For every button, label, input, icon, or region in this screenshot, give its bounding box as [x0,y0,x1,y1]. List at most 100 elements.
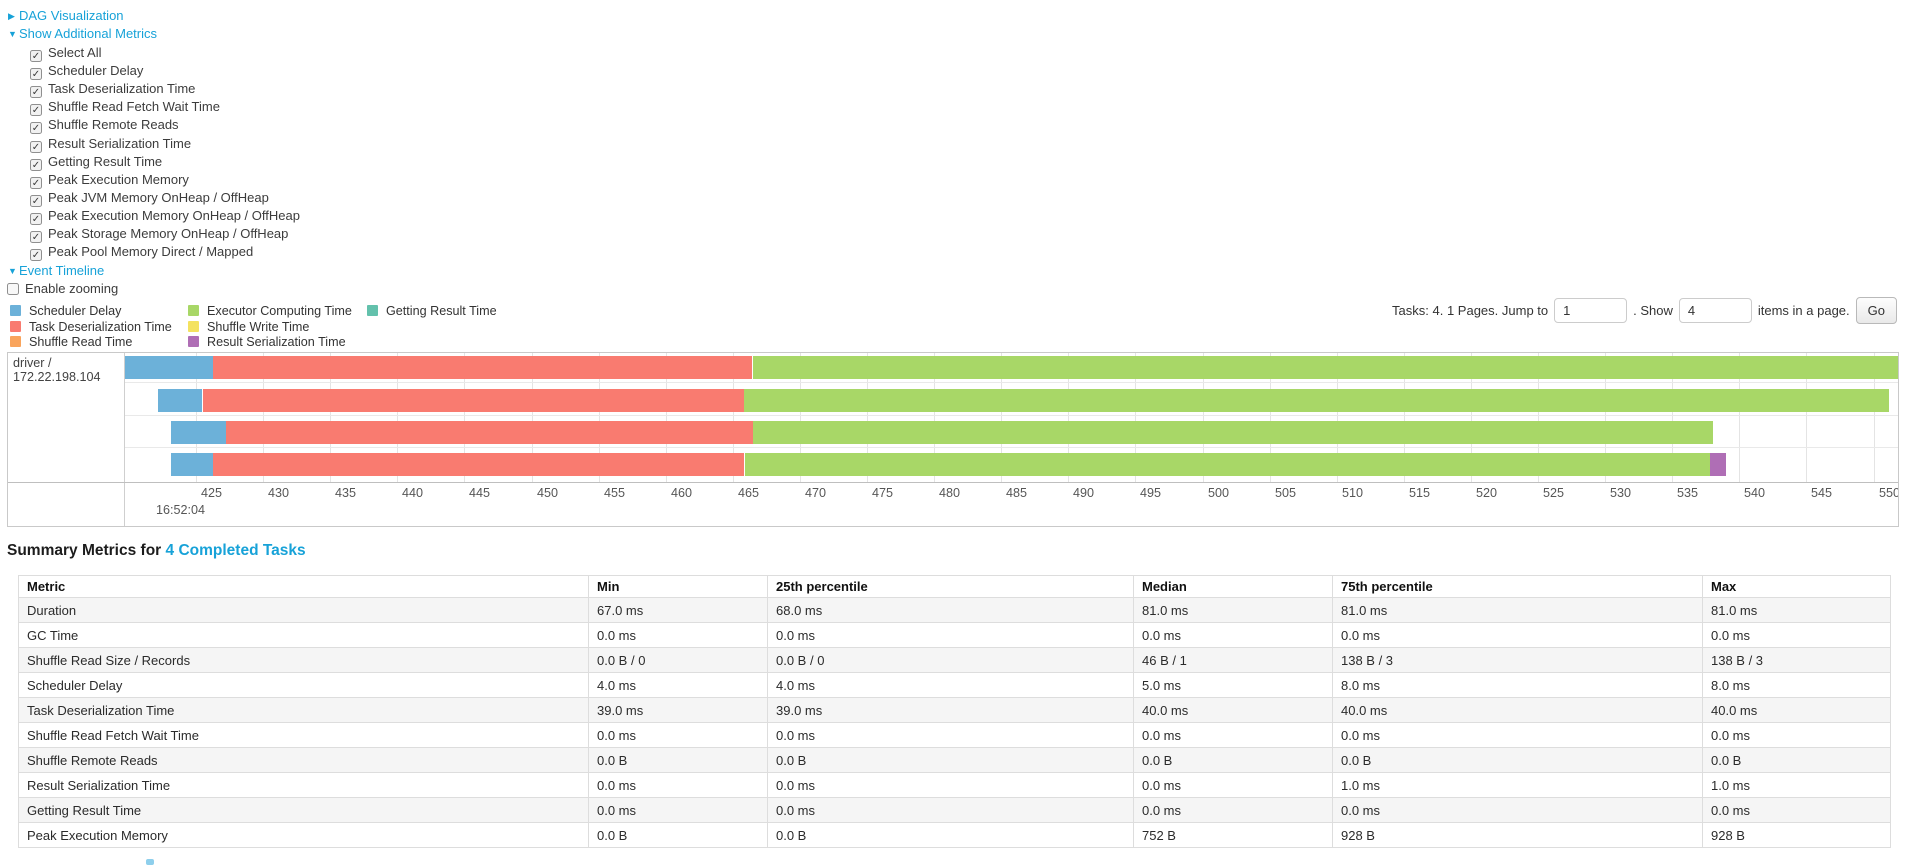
metric-checkbox-result-serialization-time-row: ✓ Result Serialization Time [30,135,191,153]
metric-checkbox-task-deserialization-time[interactable]: ✓ [30,86,42,99]
legend-item-result-serialization-time: Result Serialization Time [188,335,352,351]
metric-checkbox-peak-execution-memory[interactable]: ✓ [30,176,42,189]
legend-label: Getting Result Time [386,304,497,318]
enable-zooming-checkbox[interactable] [7,283,19,295]
getting-result-time-swatch-icon [367,305,378,316]
metric-checkbox-getting-result-time[interactable]: ✓ [30,158,42,171]
metric-checkbox-select-all[interactable]: ✓ [30,50,42,62]
column-header-min: Min [588,575,768,598]
metric-value-cell: 0.0 ms [1133,772,1333,798]
event-timeline-chart: driver / 172.22.198.104 425 430 435 440 445 4… [7,352,1899,527]
metric-value-cell: 46 B / 1 [1133,647,1333,673]
dag-visualization-toggle-row: ▶ DAG Visualization [8,7,124,25]
pagination-middle-text: . Show [1633,303,1673,318]
task-pagination: Tasks: 4. 1 Pages. Jump to . Show items … [1392,297,1897,324]
legend-item-scheduler-delay: Scheduler Delay [10,304,172,320]
metric-checkbox-shuffle-read-fetch-wait-time[interactable]: ✓ [30,104,42,117]
gridline-510 [1337,353,1338,482]
pagination-prefix-text: Tasks: 4. 1 Pages. Jump to [1392,303,1549,318]
metric-value-cell: 8.0 ms [1702,672,1891,698]
metric-value-cell: 1.0 ms [1702,772,1891,798]
gridline-470 [800,353,801,482]
metric-name-cell: Duration [18,597,589,623]
event-timeline-toggle[interactable]: Event Timeline [19,263,105,278]
gridline-525 [1538,353,1539,482]
tick-label-525: 525 [1543,486,1565,500]
timeline-plot-area[interactable] [125,353,1898,482]
tick-label-510: 510 [1342,486,1364,500]
lane-separator-3 [125,447,1898,448]
jump-to-page-input[interactable] [1554,298,1628,323]
metric-value-cell: 0.0 B [588,822,768,848]
metric-checkbox-shuffle-remote-reads[interactable]: ✓ [30,122,42,135]
legend-label: Result Serialization Time [207,335,346,349]
task-deserialization-time-swatch-icon [10,320,21,332]
table-row: Shuffle Remote Reads 0.0 B 0.0 B 0.0 B 0.0 B… [18,747,1891,773]
show-additional-metrics-toggle[interactable]: Show Additional Metrics [19,26,158,41]
task-bar-task-1-task-deserialization-time [203,389,744,412]
result-serialization-time-swatch-icon [188,336,199,347]
metric-value-cell: 0.0 B [588,747,768,773]
gridline-500 [1203,353,1204,482]
metric-checkbox-peak-execution-memory-label: Peak Execution Memory [48,171,189,187]
metric-value-cell: 0.0 ms [588,772,768,798]
task-bar-task-2-executor-computing-time [753,421,1713,444]
executor-row-label: driver / 172.22.198.104 [8,353,125,482]
items-per-page-input[interactable] [1678,298,1752,323]
metric-checkbox-peak-jvm-memory-onheap-offheap[interactable]: ✓ [30,194,42,207]
gridline-440 [397,353,398,482]
metric-value-cell: 0.0 ms [588,622,768,648]
go-button[interactable]: Go [1855,297,1897,324]
tick-label-465: 465 [738,486,760,500]
axis-major-time-label: 16:52:04 [156,503,206,517]
completed-tasks-link[interactable]: 4 Completed Tasks [165,542,306,559]
enable-zooming-checkbox-label: Enable zooming [25,281,119,296]
metric-checkbox-peak-jvm-memory-onheap-offheap-row: ✓ Peak JVM Memory OnHeap / OffHeap [30,189,269,207]
gridline-490 [1068,353,1069,482]
metric-value-cell: 81.0 ms [1332,597,1703,623]
tick-label-495: 495 [1140,486,1162,500]
gridline-505 [1270,353,1271,482]
table-row: Getting Result Time 0.0 ms 0.0 ms 0.0 ms 0.0… [18,797,1891,823]
tick-label-500: 500 [1208,486,1230,500]
task-bar-task-0-executor-computing-time [753,356,1898,379]
tick-label-450: 450 [537,486,559,500]
metric-checkbox-peak-storage-memory-onheap-offheap-label: Peak Storage Memory OnHeap / OffHeap [48,226,289,241]
timeline-axis-line [8,482,1898,483]
legend-item-executor-computing-time: Executor Computing Time [188,304,352,320]
metric-checkbox-result-serialization-time[interactable]: ✓ [30,140,42,153]
legend-column-2: Executor Computing Time Shuffle Write Tim… [188,304,352,351]
metric-value-cell: 0.0 B / 0 [767,647,1134,673]
legend-label: Scheduler Delay [29,304,122,318]
scheduler-delay-swatch-icon [10,305,21,316]
expanded-arrow-icon: ▼ [8,29,17,39]
metric-checkbox-shuffle-remote-reads-label: Shuffle Remote Reads [48,117,179,133]
tick-label-425: 425 [201,486,223,500]
metric-value-cell: 928 B [1702,822,1891,848]
lane-separator-2 [125,414,1898,416]
column-header-max: Max [1702,575,1891,598]
legend-item-shuffle-read-time: Shuffle Read Time [10,335,172,351]
metric-checkbox-peak-pool-memory-direct-mapped[interactable]: ✓ [30,249,42,262]
metric-checkbox-peak-execution-memory-onheap-offheap[interactable]: ✓ [30,212,42,225]
gridline-465 [733,353,734,482]
dag-visualization-toggle[interactable]: DAG Visualization [19,8,124,23]
metric-checkbox-peak-storage-memory-onheap-offheap[interactable]: ✓ [30,231,42,243]
timeline-legend: Scheduler Delay Task Deserialization Time… [8,304,608,354]
metric-value-cell: 0.0 ms [1332,622,1703,648]
column-header-metric: Metric [18,575,589,598]
metric-value-cell: 4.0 ms [767,672,1134,698]
table-row: Shuffle Read Fetch Wait Time 0.0 ms 0.0 ms… [18,722,1891,748]
legend-label: Task Deserialization Time [29,319,172,334]
gridline-445 [464,353,465,482]
metric-checkbox-select-all-row: ✓ Select All [30,44,101,62]
metric-name-cell: Scheduler Delay [18,672,589,698]
metric-checkbox-shuffle-remote-reads-row: ✓ Shuffle Remote Reads [30,116,179,135]
column-header-75th-percentile: 75th percentile [1332,575,1703,598]
metric-checkbox-scheduler-delay-row: ✓ Scheduler Delay [30,62,143,81]
metric-checkbox-scheduler-delay[interactable]: ✓ [30,68,42,81]
legend-label: Executor Computing Time [207,304,352,318]
gridline-485 [1001,353,1002,482]
event-timeline-toggle-row: ▼ Event Timeline [8,262,104,280]
task-bar-task-1-executor-computing-time [744,389,1889,412]
